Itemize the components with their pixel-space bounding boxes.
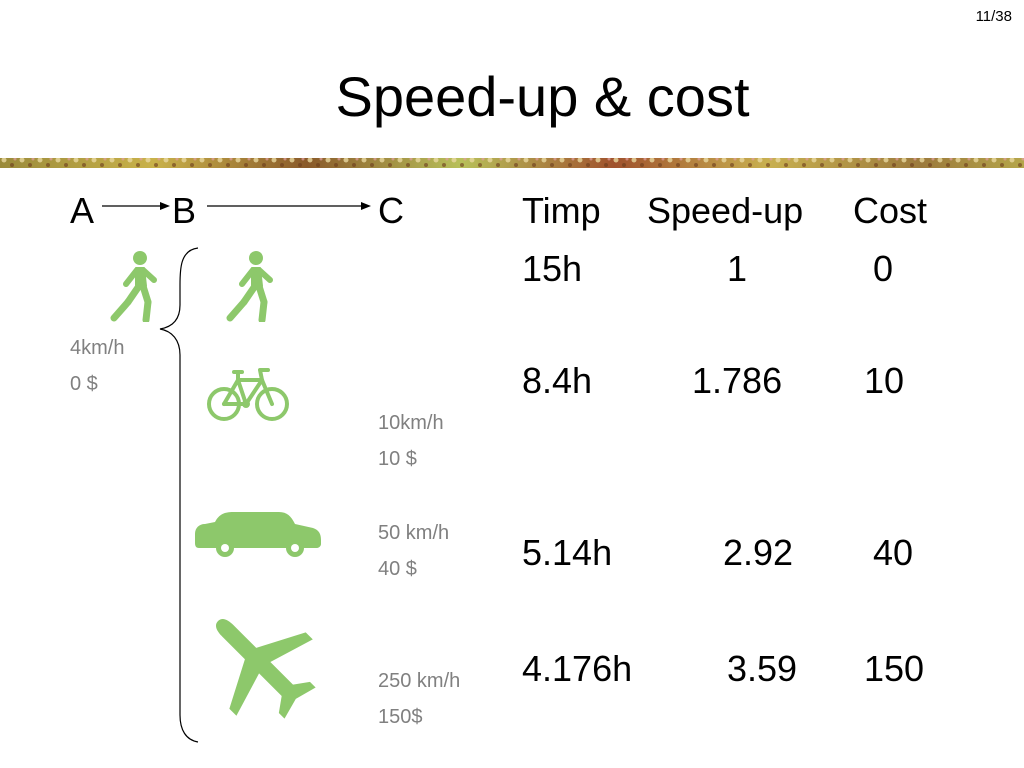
walker-icon bbox=[222, 250, 274, 322]
node-b-label: B bbox=[172, 190, 197, 231]
row-speedup: 1 bbox=[727, 248, 748, 289]
airplane-icon bbox=[206, 608, 322, 726]
walk-cost-label: 0 $ bbox=[70, 373, 98, 395]
row-cost: 0 bbox=[873, 248, 894, 289]
header-speedup: Speed-up bbox=[647, 190, 804, 231]
row-cost: 150 bbox=[864, 648, 925, 689]
row-speedup: 3.59 bbox=[727, 648, 798, 689]
walker-icon bbox=[106, 250, 158, 322]
row-speedup: 2.92 bbox=[723, 532, 794, 573]
node-a-label: A bbox=[70, 190, 95, 231]
plane-cost-label: 150$ bbox=[378, 706, 423, 728]
car-icon bbox=[193, 510, 323, 558]
row-timp: 15h bbox=[522, 248, 583, 289]
bicycle-icon bbox=[206, 366, 290, 426]
row-timp: 8.4h bbox=[522, 360, 593, 401]
slide-title: Speed-up & cost bbox=[335, 65, 750, 128]
arrow-a-to-b bbox=[102, 202, 170, 210]
car-speed-label: 50 km/h bbox=[378, 522, 450, 544]
row-timp: 4.176h bbox=[522, 648, 633, 689]
node-c-label: C bbox=[378, 190, 404, 231]
car-cost-label: 40 $ bbox=[378, 558, 417, 580]
arrow-b-to-c bbox=[207, 202, 371, 210]
row-speedup: 1.786 bbox=[692, 360, 783, 401]
header-timp: Timp bbox=[522, 190, 601, 231]
decorative-band bbox=[0, 158, 1024, 168]
options-brace bbox=[159, 247, 199, 743]
bike-cost-label: 10 $ bbox=[378, 448, 417, 470]
header-cost: Cost bbox=[853, 190, 928, 231]
plane-speed-label: 250 km/h bbox=[378, 670, 461, 692]
row-timp: 5.14h bbox=[522, 532, 613, 573]
bike-speed-label: 10km/h bbox=[378, 412, 444, 434]
row-cost: 10 bbox=[864, 360, 905, 401]
page-number: 11/38 bbox=[975, 8, 1012, 25]
row-cost: 40 bbox=[873, 532, 914, 573]
walk-speed-label: 4km/h bbox=[70, 337, 125, 359]
